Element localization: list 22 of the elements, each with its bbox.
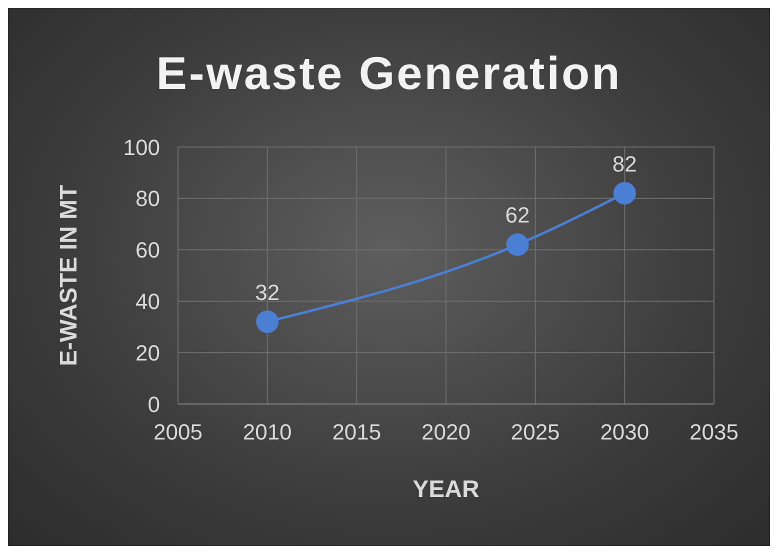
y-tick-label: 60: [136, 238, 160, 263]
y-axis-title: E-WASTE IN MT: [56, 184, 83, 366]
point: [613, 182, 636, 205]
chart-title: E-waste Generation: [155, 46, 623, 100]
data-label: 32: [255, 280, 280, 305]
y-tick-label: 20: [136, 340, 160, 366]
x-tick-label: 2020: [422, 420, 470, 445]
point: [506, 233, 529, 256]
x-axis-title: YEAR: [412, 476, 480, 504]
y-tick-label: 0: [148, 392, 160, 417]
x-tick-label: 2025: [510, 420, 560, 445]
x-tick-label: 2030: [600, 420, 650, 445]
x-tick-label: 2010: [242, 420, 292, 445]
data-label: 62: [505, 202, 530, 228]
x-tick-label: 2015: [332, 420, 382, 445]
y-tick-label: 40: [136, 289, 160, 314]
point: [256, 310, 279, 334]
data-label: 82: [612, 151, 637, 176]
y-tick-label: 100: [123, 134, 160, 160]
y-tick-label: 80: [136, 186, 160, 212]
x-tick-label: 2005: [154, 420, 202, 445]
x-tick-label: 2035: [690, 420, 738, 445]
